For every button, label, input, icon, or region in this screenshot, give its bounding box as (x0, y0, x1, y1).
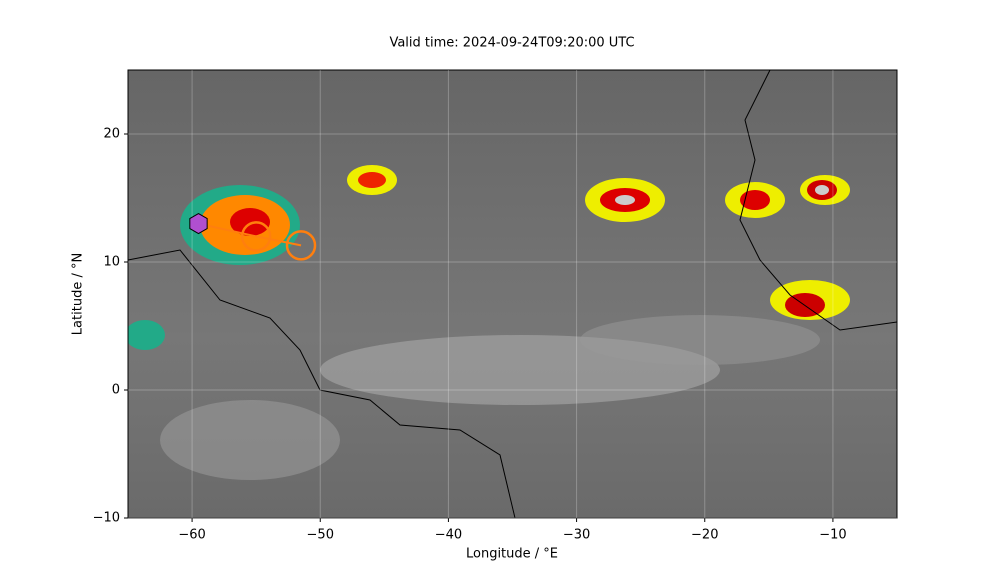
track-point (285, 230, 317, 261)
y-tick-label: 0 (112, 383, 120, 398)
x-tick-label: −10 (819, 528, 846, 543)
track-point (240, 221, 272, 252)
y-tick-label: 20 (103, 127, 120, 142)
track-start (189, 213, 208, 235)
x-tick-label: −20 (691, 528, 718, 543)
y-tick-label: 10 (103, 255, 120, 270)
plot-frame (127, 69, 898, 519)
satellite-image (128, 70, 897, 518)
y-tick-label: −10 (93, 511, 120, 526)
x-tick-label: −30 (563, 528, 590, 543)
x-tick-label: −50 (307, 528, 334, 543)
y-axis-label: Latitude / °N (71, 253, 86, 335)
x-axis-label: Longitude / °E (466, 547, 558, 562)
x-tick-label: −60 (178, 528, 205, 543)
chart-title: Valid time: 2024-09-24T09:20:00 UTC (389, 36, 634, 51)
x-tick-label: −40 (435, 528, 462, 543)
